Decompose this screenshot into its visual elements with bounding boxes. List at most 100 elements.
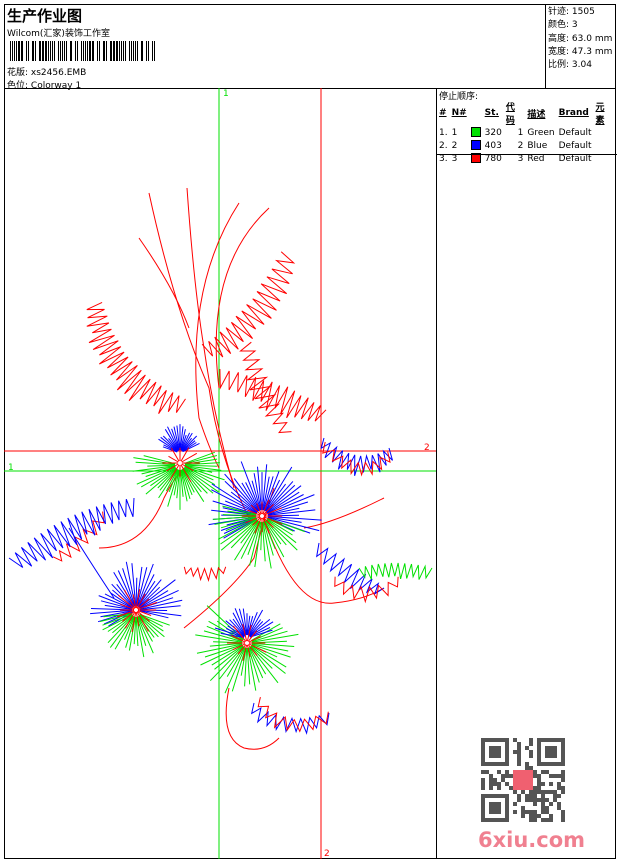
qr-module: [529, 742, 533, 746]
qr-module: [537, 782, 541, 786]
qr-finder: [489, 746, 501, 758]
qr-module: [505, 770, 509, 774]
qr-module: [561, 818, 565, 822]
qr-module: [533, 786, 537, 790]
qr-module: [525, 794, 529, 798]
qr-module: [561, 786, 565, 790]
qr-module: [533, 774, 537, 778]
qr-code: [481, 738, 565, 822]
satin-fern: [241, 342, 292, 432]
qr-module: [533, 818, 537, 822]
qr-module: [561, 778, 565, 782]
watermark-logo: 6xiu.com: [478, 828, 585, 852]
qr-module: [517, 754, 521, 758]
qr-module: [537, 790, 541, 794]
qr-module: [493, 782, 497, 786]
qr-module: [521, 790, 525, 794]
stat-width: 宽度: 47.3 mm: [548, 46, 616, 59]
qr-module: [509, 774, 513, 778]
qr-module: [549, 818, 553, 822]
satin-fern: [359, 563, 432, 580]
qr-module: [517, 750, 521, 754]
qr-module: [489, 774, 493, 778]
qr-module: [561, 790, 565, 794]
qr-module: [545, 810, 549, 814]
qr-module: [529, 766, 533, 770]
sheet-title: 生产作业图: [7, 5, 82, 26]
qr-module: [513, 738, 517, 742]
run-stitch: [226, 688, 279, 749]
qr-module: [541, 818, 545, 822]
qr-module: [561, 814, 565, 818]
satin-fern: [258, 697, 328, 731]
qr-module: [549, 802, 553, 806]
qr-module: [497, 786, 501, 790]
guide-label-v1: 1: [223, 89, 229, 99]
qr-module: [529, 738, 533, 742]
qr-module: [549, 782, 553, 786]
stat-height: 高度: 63.0 mm: [548, 33, 616, 46]
qr-module: [533, 798, 537, 802]
qr-module: [525, 810, 529, 814]
qr-module: [553, 794, 557, 798]
qr-module: [517, 762, 521, 766]
qr-module: [553, 798, 557, 802]
qr-module: [537, 778, 541, 782]
qr-module: [501, 774, 505, 778]
qr-finder: [545, 746, 557, 758]
qr-module: [537, 814, 541, 818]
qr-module: [537, 774, 541, 778]
qr-module: [557, 786, 561, 790]
qr-module: [541, 782, 545, 786]
qr-module: [513, 810, 517, 814]
qr-module: [521, 806, 525, 810]
qr-module: [501, 778, 505, 782]
design-label: 花版:: [7, 68, 28, 78]
run-stitch: [304, 498, 384, 528]
qr-module: [505, 774, 509, 778]
qr-module: [549, 790, 553, 794]
qr-module: [561, 770, 565, 774]
satin-burst: [182, 453, 197, 462]
satin-burst: [249, 648, 260, 683]
color-swatch: [471, 140, 481, 150]
qr-module: [545, 806, 549, 810]
qr-module: [529, 790, 533, 794]
qr-module: [549, 814, 553, 818]
guide-label-v2: 2: [324, 849, 330, 859]
company-name: Wilcom(汇家)装饰工作室: [7, 26, 110, 39]
qr-module: [533, 794, 537, 798]
qr-module: [517, 742, 521, 746]
qr-module: [525, 762, 529, 766]
qr-module: [497, 770, 501, 774]
qr-module: [529, 818, 533, 822]
qr-module: [545, 770, 549, 774]
header-panel: 生产作业图 Wilcom(汇家)装饰工作室 花版: xs2456.EMB 色位:…: [4, 4, 546, 89]
qr-module: [517, 758, 521, 762]
qr-module: [513, 750, 517, 754]
qr-module: [529, 754, 533, 758]
qr-module: [525, 766, 529, 770]
qr-module: [541, 798, 545, 802]
qr-module: [537, 786, 541, 790]
guide-label-h2: 2: [424, 443, 430, 453]
qr-module: [481, 786, 485, 790]
qr-module: [513, 790, 517, 794]
qr-module: [541, 802, 545, 806]
qr-module: [561, 774, 565, 778]
qr-module: [557, 782, 561, 786]
satin-fern: [321, 438, 392, 476]
qr-module: [517, 746, 521, 750]
qr-module: [533, 770, 537, 774]
qr-module: [529, 814, 533, 818]
qr-module: [545, 798, 549, 802]
qr-module: [545, 818, 549, 822]
qr-module: [533, 790, 537, 794]
color-swatch: [471, 127, 481, 137]
qr-module: [521, 814, 525, 818]
